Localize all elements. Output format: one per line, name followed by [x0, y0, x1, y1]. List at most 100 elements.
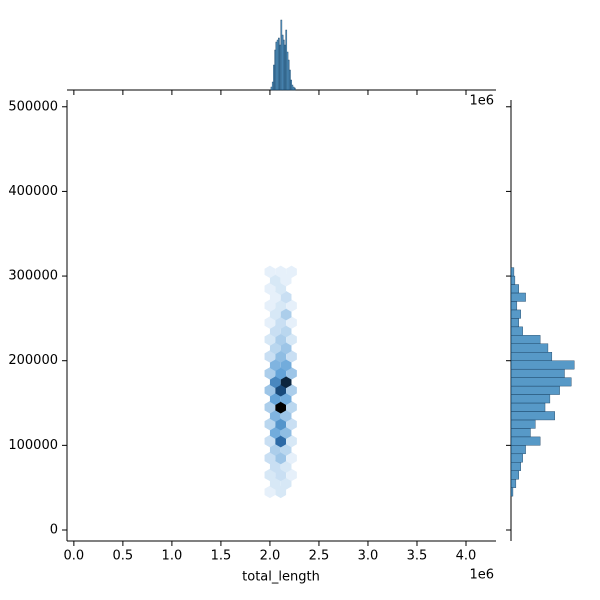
hexbin-cell	[275, 434, 287, 448]
y-tick-label: 100000	[8, 438, 58, 453]
hexbin-cell	[269, 307, 281, 321]
right-hist-bar	[510, 453, 523, 463]
hexbin-cell	[275, 265, 287, 279]
right-hist-bar	[510, 275, 516, 285]
right-hist-bar	[510, 436, 541, 446]
right-hist-bar	[510, 394, 551, 404]
hexbin-cell	[286, 468, 297, 482]
hexbin-cell	[275, 333, 287, 346]
right-hist-bar	[510, 411, 555, 421]
hexbin-cell	[264, 350, 276, 363]
hexbin-cell	[269, 291, 281, 304]
hexbin-cell	[280, 392, 292, 405]
hexbin-cell	[280, 341, 292, 355]
right-hist-bar	[510, 301, 518, 311]
hexbin-cell	[280, 409, 292, 422]
hexbin-cell	[280, 477, 292, 490]
x-tick-label: 3.5	[407, 549, 428, 564]
hexbin-cell	[280, 307, 292, 321]
top-hist-bar	[293, 87, 296, 91]
hexbin-cell	[275, 485, 287, 499]
y-tick-label: 200000	[8, 353, 58, 368]
hexbin-cell	[264, 417, 276, 431]
hexbin-cell	[264, 468, 276, 482]
hexbin-cell	[286, 316, 297, 329]
hexbin-cell	[269, 324, 281, 338]
x-tick-label: 2.0	[260, 549, 281, 564]
hexbin-cell	[275, 401, 287, 414]
right-hist-bar	[510, 377, 572, 387]
x-offset-label: 1e6	[469, 568, 494, 583]
right-hist-bar	[510, 419, 536, 429]
right-hist-bar	[510, 487, 514, 497]
hexbin-cell	[264, 485, 276, 499]
right-hist-bar	[510, 462, 521, 471]
x-tick-label: 0.0	[64, 549, 85, 564]
hexbin-cell	[269, 341, 281, 355]
hexbin-cell	[269, 426, 281, 439]
x-tick-label: 3.0	[358, 549, 379, 564]
right-hist-bar	[510, 470, 519, 480]
hexbin-cell	[286, 401, 297, 414]
right-hist-bar	[510, 343, 549, 353]
hexbin-cell	[275, 299, 287, 312]
hexbin-cell	[269, 443, 281, 456]
right-hist-bar	[510, 428, 531, 438]
y-tick-label: 0	[50, 522, 58, 537]
x-tick-label: 1.5	[211, 549, 232, 564]
hexbin-cell	[286, 299, 297, 312]
hexbin-cell	[275, 468, 287, 482]
hexbin-cell	[264, 384, 276, 397]
hexbin-cell	[264, 333, 276, 346]
hexbin-cell	[286, 384, 297, 397]
hexbin-cell	[269, 409, 281, 422]
x-axis-label: total_length	[242, 570, 320, 585]
hexbin-cell	[275, 282, 287, 295]
hexbin-cell	[275, 367, 287, 380]
right-hist-bar	[510, 479, 517, 488]
hexbin-cell	[269, 274, 281, 287]
hexbin-cell	[264, 434, 276, 448]
right-hist-bar	[510, 360, 575, 370]
right-hist-bar	[510, 335, 541, 344]
hexbin-cell	[264, 282, 276, 295]
hexbin-cell	[286, 434, 297, 448]
hexbin-cell	[264, 451, 276, 465]
right-hist-bar	[510, 385, 560, 395]
hexbin-cell	[275, 316, 287, 329]
y-tick-label: 400000	[8, 184, 58, 199]
hexbin-cell	[286, 350, 297, 363]
right-hist-bar	[510, 292, 526, 302]
right-hist-bar	[510, 267, 515, 277]
hexbin-cell	[280, 358, 292, 372]
hexbin-cell	[269, 460, 281, 473]
hexbin-cell	[286, 451, 297, 465]
right-hist-bar	[510, 284, 519, 294]
hexbin-cell	[264, 401, 276, 414]
hexbin-cell	[280, 274, 292, 287]
hexbin-cell	[280, 443, 292, 456]
hexbin-cell	[275, 350, 287, 363]
hexbin-cell	[280, 291, 292, 304]
right-hist-bar	[510, 445, 526, 455]
hexbin-cell	[280, 426, 292, 439]
right-hist-bar	[510, 402, 546, 412]
hexbin-cell	[264, 265, 276, 279]
x-tick-label: 2.5	[309, 549, 330, 564]
hexbin-cell	[286, 333, 297, 346]
hexbin-cell	[269, 477, 281, 490]
right-hist-bar	[510, 326, 523, 336]
hexbin-cell	[269, 358, 281, 372]
hexbin-cell	[286, 367, 297, 380]
x-tick-label: 1.0	[162, 549, 183, 564]
hexbin-cell	[275, 417, 287, 431]
right-hist-bar	[510, 368, 565, 378]
x-tick-label: 4.0	[456, 549, 477, 564]
y-tick-label: 500000	[8, 99, 58, 114]
hexbin-cell	[264, 316, 276, 329]
hexbin-cell	[286, 265, 297, 279]
hexbin-cell	[275, 451, 287, 465]
y-tick-label: 300000	[8, 269, 58, 284]
hexbin-cell	[264, 367, 276, 380]
